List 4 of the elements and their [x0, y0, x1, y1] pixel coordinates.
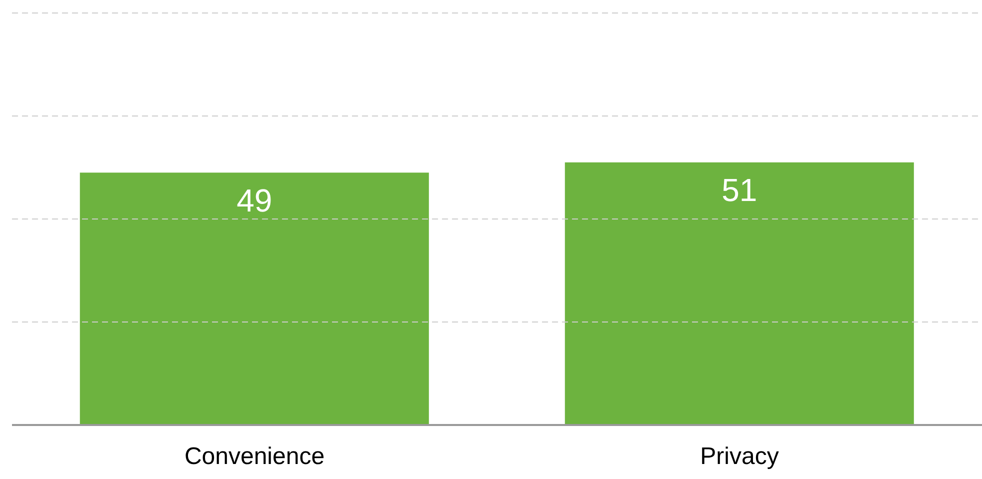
data-label: 51 — [722, 172, 758, 208]
data-label: 49 — [236, 182, 272, 218]
x-tick-label: Convenience — [184, 443, 325, 470]
x-tick-label: Privacy — [700, 443, 779, 470]
